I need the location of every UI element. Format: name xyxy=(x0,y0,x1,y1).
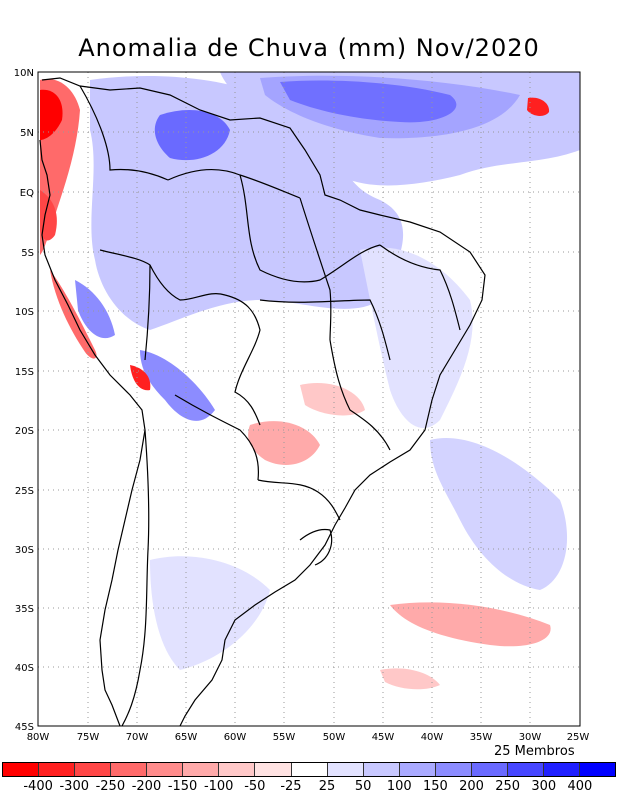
lat-axis: 10N 5N EQ 5S 10S 15S 20S 25S 30S 35S 40S… xyxy=(14,68,34,733)
anomaly-blue-argentina xyxy=(150,556,270,670)
lat-label-40s: 40S xyxy=(15,663,34,674)
members-label: 25 Membros xyxy=(494,744,575,759)
legend-swatch xyxy=(399,763,436,776)
lon-label-60w: 60W xyxy=(224,732,247,743)
legend-swatch xyxy=(435,763,472,776)
legend-labels: -400 -300 -250 -200 -150 -100 -50 -25 25… xyxy=(0,779,618,797)
lon-label-30w: 30W xyxy=(519,732,542,743)
legend-swatch xyxy=(291,763,328,776)
anomaly-blue-south-atlantic xyxy=(430,438,568,590)
legend-label: -50 xyxy=(244,779,266,794)
legend-label: -100 xyxy=(203,779,234,794)
lon-label-40w: 40W xyxy=(421,732,444,743)
legend-label: -250 xyxy=(95,779,126,794)
lon-label-35w: 35W xyxy=(470,732,493,743)
lon-label-70w: 70W xyxy=(126,732,149,743)
legend-label: 50 xyxy=(354,779,372,794)
legend-label: 25 xyxy=(318,779,336,794)
lat-label-5s: 5S xyxy=(21,248,34,259)
lat-label-10s: 10S xyxy=(15,307,34,318)
lon-label-50w: 50W xyxy=(323,732,346,743)
brazil-states-1 xyxy=(239,174,381,283)
lat-label-20s: 20S xyxy=(15,426,34,437)
lon-label-55w: 55W xyxy=(273,732,296,743)
legend-label: 200 xyxy=(459,779,484,794)
brazil-states-3 xyxy=(329,339,391,451)
legend-swatch xyxy=(147,763,184,776)
legend-swatch xyxy=(255,763,292,776)
brazil-states-5 xyxy=(299,197,332,341)
lat-label-45s: 45S xyxy=(15,722,34,733)
brazil-states-2 xyxy=(259,299,391,361)
south-america-coastline xyxy=(39,77,486,726)
lon-label-75w: 75W xyxy=(77,732,100,743)
border-uruguay xyxy=(299,528,333,566)
lat-label-5n: 5N xyxy=(20,128,34,139)
lon-label-45w: 45W xyxy=(372,732,395,743)
border-colombia-venezuela xyxy=(79,85,169,181)
legend-swatch xyxy=(543,763,580,776)
legend-swatch xyxy=(363,763,400,776)
anomaly-red-east-atlantic xyxy=(527,97,550,116)
brazil-states-4 xyxy=(379,244,461,331)
legend-swatch xyxy=(471,763,508,776)
border-bolivia-paraguay xyxy=(174,394,260,481)
anomaly-blue-atlantic-mid xyxy=(260,75,520,139)
borders xyxy=(39,77,486,726)
legend-label: -400 xyxy=(23,779,53,794)
map-title: Anomalia de Chuva (mm) Nov/2020 xyxy=(78,34,540,62)
legend-swatch xyxy=(580,763,616,776)
lon-label-25w: 25W xyxy=(567,732,590,743)
lon-axis: 80W 75W 70W 65W 60W 55W 50W 45W 40W 35W … xyxy=(27,732,590,743)
legend-label: 250 xyxy=(495,779,521,794)
border-argentina-chile xyxy=(121,429,150,726)
color-legend xyxy=(2,762,616,777)
border-argentina-brazil xyxy=(257,479,341,521)
anomaly-red-altiplano xyxy=(130,365,151,391)
lat-label-35s: 35S xyxy=(15,604,34,615)
legend-label: -300 xyxy=(59,779,89,794)
anomaly-blue-peru xyxy=(75,280,115,339)
plot-frame xyxy=(37,71,581,727)
lat-label-30s: 30S xyxy=(15,545,34,556)
lon-label-65w: 65W xyxy=(175,732,198,743)
lat-label-10n: 10N xyxy=(14,68,34,79)
legend-swatch xyxy=(327,763,364,776)
lon-label-80w: 80W xyxy=(27,732,50,743)
legend-swatch xyxy=(75,763,112,776)
lat-label-25s: 25S xyxy=(15,486,34,497)
legend-label: 400 xyxy=(567,779,593,794)
anomaly-red-pantanal xyxy=(248,421,320,465)
legend-swatch xyxy=(507,763,544,776)
legend-swatch xyxy=(183,763,220,776)
legend-swatch xyxy=(111,763,148,776)
anomaly-blue-ne-brazil xyxy=(360,247,473,429)
legend-swatch xyxy=(3,763,40,776)
legend-swatch xyxy=(219,763,256,776)
lat-label-eq: EQ xyxy=(20,188,34,199)
legend-label: 300 xyxy=(531,779,557,794)
legend-label: 100 xyxy=(386,779,412,794)
anomaly-red-patagonia-sea xyxy=(380,668,440,690)
legend-label: -150 xyxy=(167,779,198,794)
anomaly-red-colombia-core xyxy=(40,89,63,140)
legend-label: -25 xyxy=(280,779,302,794)
legend-label: 150 xyxy=(422,779,448,794)
anomaly-field xyxy=(40,72,580,690)
legend-label: -200 xyxy=(131,779,162,794)
anomaly-blue-guiana xyxy=(154,110,230,161)
grid-lines xyxy=(38,72,580,726)
lat-label-15s: 15S xyxy=(15,367,34,378)
anomaly-red-south-atlantic xyxy=(390,602,551,647)
legend-swatch xyxy=(39,763,76,776)
anomaly-blue-bolivia xyxy=(140,350,215,421)
border-peru-bolivia xyxy=(144,264,151,361)
anomaly-red-ecuador-coast xyxy=(40,190,57,241)
anomaly-red-minas xyxy=(300,382,365,416)
